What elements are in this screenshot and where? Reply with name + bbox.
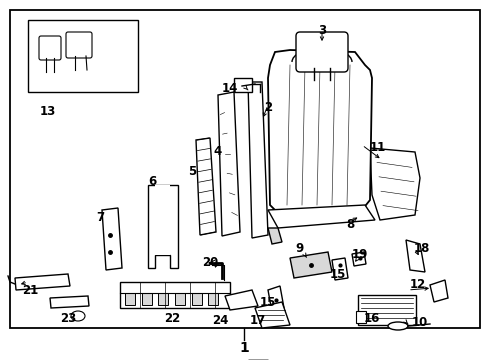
Polygon shape: [254, 302, 289, 328]
Text: 4: 4: [213, 145, 222, 158]
FancyBboxPatch shape: [295, 32, 347, 72]
Polygon shape: [247, 82, 267, 238]
Polygon shape: [267, 228, 282, 244]
Text: 20: 20: [202, 256, 218, 269]
Text: 24: 24: [211, 314, 228, 327]
Text: 17: 17: [249, 314, 265, 327]
Bar: [207, 293, 218, 305]
Polygon shape: [351, 252, 365, 266]
Bar: [120, 282, 229, 308]
Text: 2: 2: [264, 102, 271, 114]
Text: 13: 13: [40, 105, 56, 118]
Polygon shape: [196, 138, 216, 235]
FancyBboxPatch shape: [66, 32, 92, 58]
Polygon shape: [331, 258, 347, 280]
Text: 3: 3: [317, 23, 325, 36]
Text: 15: 15: [259, 296, 276, 309]
Polygon shape: [15, 274, 70, 290]
Bar: [192, 293, 202, 305]
Polygon shape: [224, 290, 258, 310]
Text: 23: 23: [60, 311, 76, 324]
Bar: [120, 282, 229, 308]
Bar: [28, 20, 138, 92]
Bar: [142, 293, 152, 305]
Text: 6: 6: [147, 175, 156, 189]
Bar: [155, 185, 170, 255]
Text: 8: 8: [345, 219, 353, 231]
Text: 18: 18: [413, 242, 429, 255]
Text: 16: 16: [363, 311, 379, 324]
Text: 19: 19: [351, 248, 367, 261]
Bar: [357, 295, 415, 325]
Text: 15: 15: [329, 269, 346, 282]
Bar: [234, 78, 251, 92]
Ellipse shape: [387, 322, 407, 330]
Text: 10: 10: [411, 315, 427, 328]
Text: 21: 21: [22, 284, 38, 297]
Polygon shape: [369, 148, 419, 220]
Polygon shape: [429, 280, 447, 302]
Bar: [355, 311, 365, 323]
Text: 22: 22: [163, 311, 180, 324]
Text: 11: 11: [369, 141, 386, 154]
Text: 12: 12: [409, 279, 425, 292]
Bar: [175, 293, 184, 305]
Polygon shape: [267, 205, 374, 228]
Bar: [125, 293, 135, 305]
Polygon shape: [50, 296, 89, 308]
Bar: [158, 293, 168, 305]
Text: 9: 9: [295, 242, 304, 255]
Text: 7: 7: [96, 211, 104, 225]
Polygon shape: [405, 240, 424, 272]
Polygon shape: [218, 92, 240, 236]
FancyBboxPatch shape: [39, 36, 61, 60]
Polygon shape: [267, 286, 284, 312]
Polygon shape: [148, 185, 178, 268]
Polygon shape: [267, 50, 371, 215]
Polygon shape: [102, 208, 122, 270]
Polygon shape: [289, 252, 331, 278]
Text: 1: 1: [239, 341, 248, 355]
Text: 5: 5: [187, 166, 196, 179]
Text: 14: 14: [222, 81, 238, 94]
Bar: [10, 10, 479, 328]
Ellipse shape: [71, 311, 85, 321]
